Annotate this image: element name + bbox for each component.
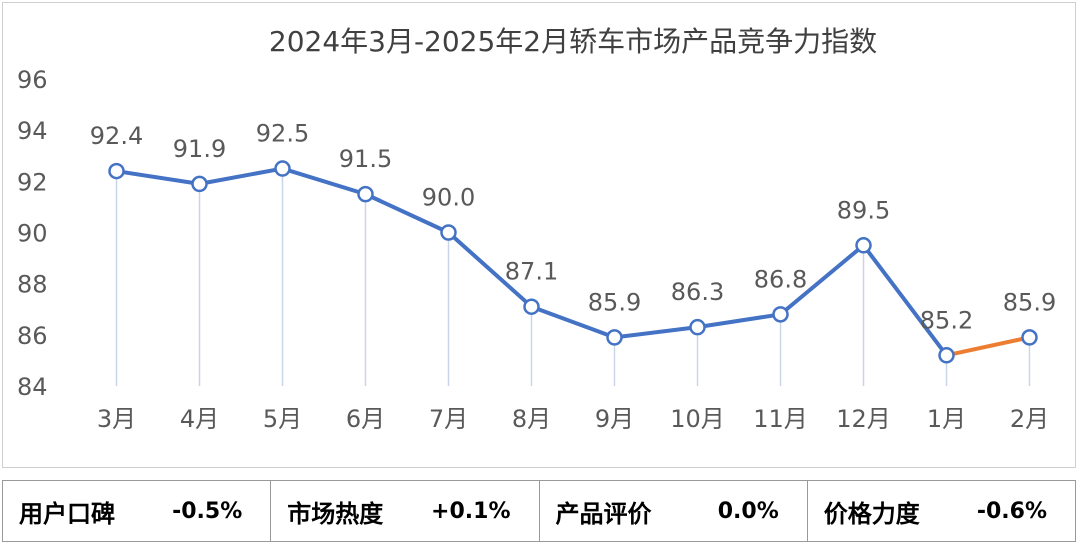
y-tick-label: 88 — [17, 271, 48, 299]
stat-value: +0.1% — [431, 498, 511, 524]
x-tick-label: 8月 — [512, 405, 551, 433]
x-tick-label: 2月 — [1010, 405, 1049, 433]
data-label: 87.1 — [505, 258, 558, 286]
data-label: 89.5 — [837, 196, 890, 224]
x-tick-label: 12月 — [836, 405, 891, 433]
x-tick-label: 9月 — [595, 405, 634, 433]
stat-label: 市场热度 — [287, 499, 384, 528]
data-label: 85.2 — [920, 306, 973, 334]
data-point — [523, 298, 540, 315]
y-tick-label: 96 — [17, 66, 48, 94]
data-label: 85.9 — [1003, 288, 1056, 316]
data-point — [1021, 329, 1038, 346]
stat-label: 用户口碑 — [19, 499, 115, 528]
x-tick-label: 10月 — [670, 405, 725, 433]
data-labels: 92.4 91.9 92.5 91.5 90.0 87.1 85.9 86.3 86.8 89.5… — [90, 120, 1056, 335]
data-point — [606, 329, 623, 346]
x-tick-label: 1月 — [927, 405, 966, 433]
data-label: 91.5 — [339, 145, 392, 173]
y-tick-label: 94 — [17, 117, 48, 145]
data-label: 86.8 — [754, 265, 807, 293]
highlight-segment — [944, 335, 1032, 358]
data-point — [689, 318, 706, 336]
stats-bar: 用户口碑 -0.5% 市场热度 +0.1% 产品评价 0.0% 价格力度 -0.… — [2, 480, 1076, 542]
y-tick-label: 84 — [17, 373, 48, 401]
y-axis: 84 86 88 90 92 94 96 — [17, 66, 48, 401]
data-label: 85.9 — [588, 288, 641, 316]
data-label: 90.0 — [422, 184, 475, 212]
y-tick-label: 90 — [17, 220, 48, 248]
stat-value: -0.5% — [172, 498, 243, 524]
data-markers — [108, 160, 1038, 364]
data-label: 92.4 — [90, 122, 143, 150]
data-point — [855, 237, 872, 254]
x-tick-label: 3月 — [97, 405, 136, 433]
drop-lines — [115, 168, 1031, 386]
stat-product-review: 产品评价 0.0% — [538, 481, 807, 541]
series-lines — [116, 166, 1032, 358]
x-tick-label: 4月 — [180, 405, 219, 433]
line-chart: 2024年3月-2025年2月轿车市场产品竞争力指数 84 86 88 90 92 94 9… — [17, 25, 1056, 433]
x-tick-label: 7月 — [429, 405, 468, 433]
data-point — [274, 160, 291, 177]
stat-value: -0.6% — [976, 498, 1047, 524]
x-tick-label: 6月 — [346, 405, 385, 433]
stat-label: 产品评价 — [555, 499, 652, 528]
data-label: 91.9 — [173, 135, 226, 163]
x-axis: 3月 4月 5月 6月 7月 8月 9月 10月 11月 12月 1月 2月 — [97, 405, 1049, 433]
stat-value: 0.0% — [717, 498, 779, 524]
data-point — [938, 347, 955, 364]
stat-market-heat: 市场热度 +0.1% — [270, 481, 538, 541]
stat-label: 价格力度 — [823, 499, 920, 528]
data-point — [357, 185, 374, 203]
stat-user-reputation: 用户口碑 -0.5% — [3, 481, 270, 541]
x-tick-label: 5月 — [263, 405, 302, 433]
chart-title: 2024年3月-2025年2月轿车市场产品竞争力指数 — [269, 25, 877, 58]
data-label: 86.3 — [671, 278, 724, 306]
data-point — [772, 306, 789, 323]
chart-frame: 2024年3月-2025年2月轿车市场产品竞争力指数 84 86 88 90 92 94 9… — [2, 2, 1076, 468]
data-point — [440, 224, 457, 241]
y-tick-label: 86 — [17, 322, 48, 350]
data-point — [108, 162, 125, 180]
data-label: 92.5 — [256, 120, 309, 148]
y-tick-label: 92 — [17, 168, 48, 196]
x-tick-label: 11月 — [753, 405, 808, 433]
stat-price-strength: 价格力度 -0.6% — [806, 481, 1075, 541]
data-point — [191, 175, 208, 193]
